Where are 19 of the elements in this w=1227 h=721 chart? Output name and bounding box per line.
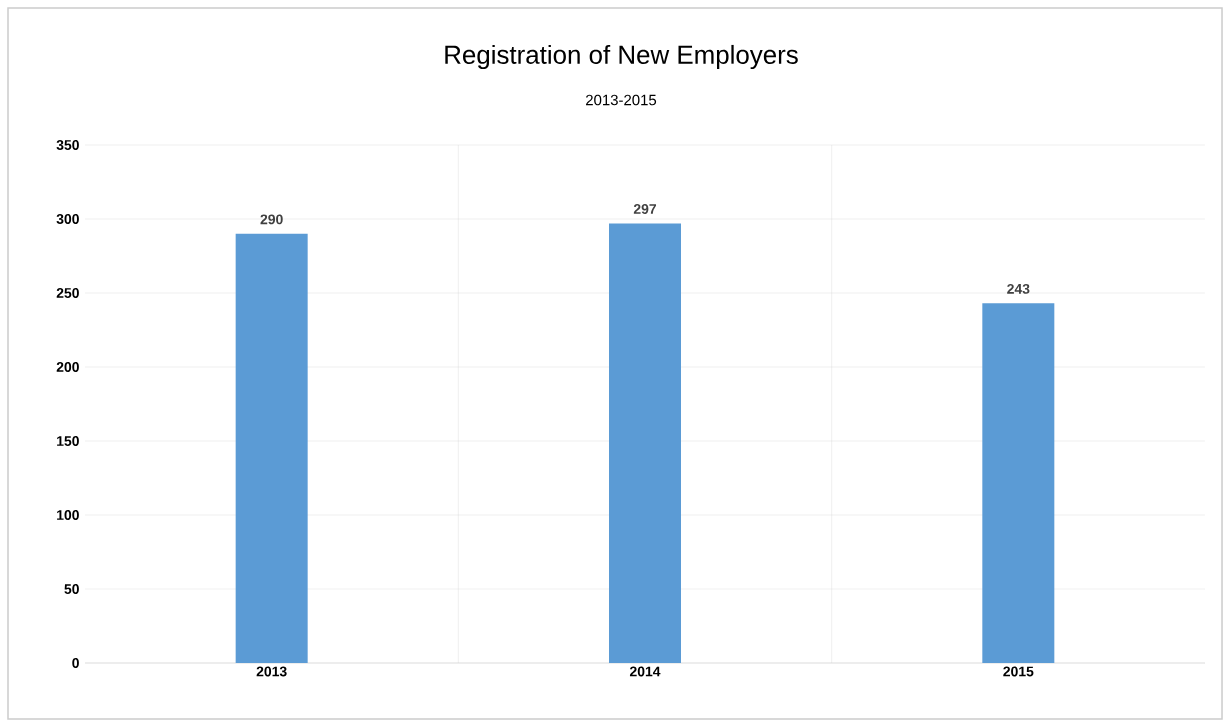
data-label: 243 [1007, 283, 1030, 294]
x-tick-label: 2013 [256, 666, 287, 677]
data-label: 290 [260, 214, 283, 225]
chart-subtitle: 2013-2015 [586, 94, 657, 106]
bar [235, 233, 308, 663]
y-tick-label: 300 [56, 214, 79, 224]
y-tick-label: 250 [56, 288, 79, 298]
bar [982, 303, 1055, 663]
x-tick-label: 2014 [629, 666, 661, 677]
y-tick-label: 50 [64, 584, 79, 594]
bar [609, 223, 681, 663]
chart-title: Registration of New Employers [445, 44, 798, 70]
y-tick-label: 200 [56, 362, 79, 372]
y-tick-label: 0 [72, 658, 79, 668]
y-tick-label: 100 [57, 510, 79, 520]
data-label: 297 [633, 204, 657, 214]
x-tick-label: 2015 [1003, 666, 1034, 677]
y-tick-label: 350 [56, 140, 79, 150]
y-tick-label: 150 [57, 436, 79, 446]
